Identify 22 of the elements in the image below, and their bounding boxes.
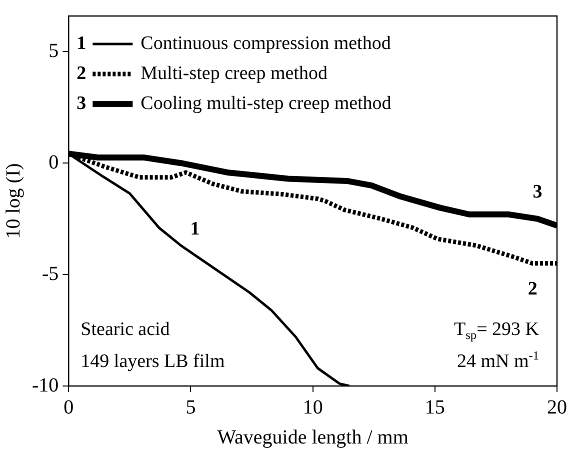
y-tick-label: 0 <box>48 151 59 174</box>
y-tick-label: 5 <box>48 40 59 62</box>
annotation: 3 <box>532 182 542 203</box>
x-tick-label: 15 <box>424 396 445 418</box>
x-tick-label: 0 <box>64 396 74 418</box>
x-axis-title: Waveguide length / mm <box>217 426 409 448</box>
text: 3 <box>76 92 86 114</box>
x-tick-label: 10 <box>302 396 323 418</box>
y-tick-label: -10 <box>32 374 59 396</box>
annotation: 1 <box>190 218 200 240</box>
text: 2 <box>76 62 86 84</box>
legend-label: Cooling multi-step creep method <box>140 92 392 114</box>
legend-label: Continuous compression method <box>140 32 392 54</box>
y-axis-title: 10 log (I) <box>2 163 24 239</box>
x-tick-label: 20 <box>547 396 567 418</box>
text: 1 <box>76 32 86 54</box>
annotation: 149 layers LB film <box>80 350 225 372</box>
y-tick-label: -5 <box>42 262 59 285</box>
x-tick-label: 5 <box>186 396 196 418</box>
annotation: Stearic acid <box>80 318 170 340</box>
legend-label: Multi-step creep method <box>140 62 328 84</box>
annotation: 2 <box>528 278 538 300</box>
